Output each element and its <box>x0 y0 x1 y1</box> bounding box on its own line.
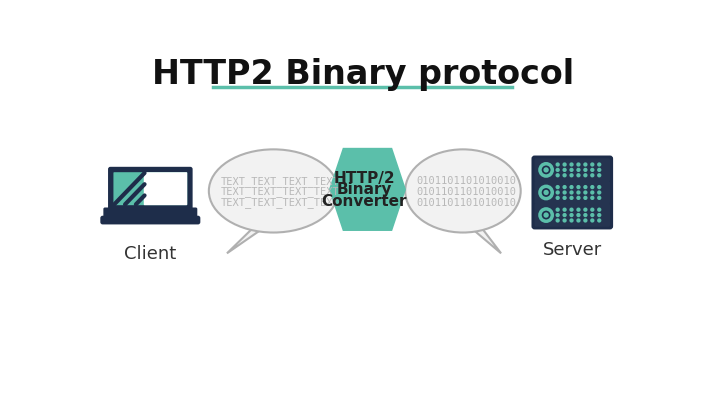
Circle shape <box>556 185 560 190</box>
FancyBboxPatch shape <box>101 216 200 225</box>
Text: Server: Server <box>542 241 602 259</box>
Circle shape <box>544 168 549 173</box>
Circle shape <box>556 168 560 173</box>
Text: TEXT_TEXT_TEXT_TEXT: TEXT_TEXT_TEXT_TEXT <box>220 186 339 197</box>
Circle shape <box>583 208 588 212</box>
Circle shape <box>556 213 560 217</box>
Circle shape <box>562 174 566 178</box>
Circle shape <box>569 163 573 167</box>
Circle shape <box>597 219 601 223</box>
Circle shape <box>583 213 588 217</box>
Circle shape <box>583 191 588 195</box>
FancyBboxPatch shape <box>144 173 187 206</box>
Circle shape <box>556 191 560 195</box>
Circle shape <box>590 208 595 212</box>
Circle shape <box>576 168 581 173</box>
Circle shape <box>576 219 581 223</box>
FancyBboxPatch shape <box>532 156 613 230</box>
Circle shape <box>597 163 601 167</box>
FancyBboxPatch shape <box>535 181 610 205</box>
Circle shape <box>597 185 601 190</box>
Circle shape <box>562 196 566 200</box>
Circle shape <box>569 168 573 173</box>
Circle shape <box>556 208 560 212</box>
Circle shape <box>569 219 573 223</box>
Circle shape <box>576 163 581 167</box>
Circle shape <box>597 213 601 217</box>
Circle shape <box>556 163 560 167</box>
FancyBboxPatch shape <box>535 204 610 227</box>
Polygon shape <box>329 149 406 231</box>
Circle shape <box>597 168 601 173</box>
Circle shape <box>569 196 573 200</box>
Circle shape <box>583 163 588 167</box>
Ellipse shape <box>209 150 338 233</box>
Text: HTTP/2: HTTP/2 <box>333 170 395 185</box>
Circle shape <box>590 168 595 173</box>
Text: 0101101101010010: 0101101101010010 <box>417 186 517 196</box>
Circle shape <box>569 191 573 195</box>
Circle shape <box>562 219 566 223</box>
FancyBboxPatch shape <box>103 208 198 219</box>
Circle shape <box>583 174 588 178</box>
Circle shape <box>540 209 552 222</box>
Text: TEXT_TEXT_TEXT_TEXT: TEXT_TEXT_TEXT_TEXT <box>220 175 339 186</box>
Text: HTTP2 Binary protocol: HTTP2 Binary protocol <box>152 58 574 91</box>
Circle shape <box>540 187 552 199</box>
Circle shape <box>583 196 588 200</box>
Circle shape <box>576 213 581 217</box>
Circle shape <box>597 191 601 195</box>
Circle shape <box>569 185 573 190</box>
Circle shape <box>569 213 573 217</box>
Circle shape <box>576 196 581 200</box>
Circle shape <box>583 185 588 190</box>
FancyBboxPatch shape <box>113 173 187 206</box>
Circle shape <box>583 168 588 173</box>
Circle shape <box>562 185 566 190</box>
Polygon shape <box>227 228 264 254</box>
Circle shape <box>562 168 566 173</box>
Circle shape <box>556 174 560 178</box>
Circle shape <box>556 196 560 200</box>
Circle shape <box>590 191 595 195</box>
Circle shape <box>597 208 601 212</box>
Circle shape <box>583 219 588 223</box>
Circle shape <box>576 208 581 212</box>
Circle shape <box>544 190 549 196</box>
Circle shape <box>576 185 581 190</box>
Circle shape <box>590 196 595 200</box>
Text: 0101101101010010: 0101101101010010 <box>417 197 517 207</box>
Circle shape <box>544 213 549 218</box>
Circle shape <box>590 163 595 167</box>
Circle shape <box>590 174 595 178</box>
Text: Converter: Converter <box>321 193 407 208</box>
Text: TEXT_TEXT_TEXT_TEXT: TEXT_TEXT_TEXT_TEXT <box>220 197 339 208</box>
Text: Client: Client <box>124 244 176 262</box>
Circle shape <box>576 174 581 178</box>
Circle shape <box>540 164 552 177</box>
Circle shape <box>590 219 595 223</box>
Circle shape <box>576 191 581 195</box>
FancyBboxPatch shape <box>108 167 193 211</box>
FancyBboxPatch shape <box>535 159 610 182</box>
Circle shape <box>562 208 566 212</box>
Circle shape <box>556 219 560 223</box>
Circle shape <box>562 213 566 217</box>
Circle shape <box>562 191 566 195</box>
Circle shape <box>590 213 595 217</box>
Circle shape <box>597 174 601 178</box>
Text: 0101101101010010: 0101101101010010 <box>417 176 517 186</box>
Polygon shape <box>471 228 501 254</box>
Circle shape <box>569 174 573 178</box>
Ellipse shape <box>405 150 520 233</box>
Circle shape <box>590 185 595 190</box>
Circle shape <box>569 208 573 212</box>
Circle shape <box>562 163 566 167</box>
Text: Binary: Binary <box>336 182 392 197</box>
Circle shape <box>597 196 601 200</box>
